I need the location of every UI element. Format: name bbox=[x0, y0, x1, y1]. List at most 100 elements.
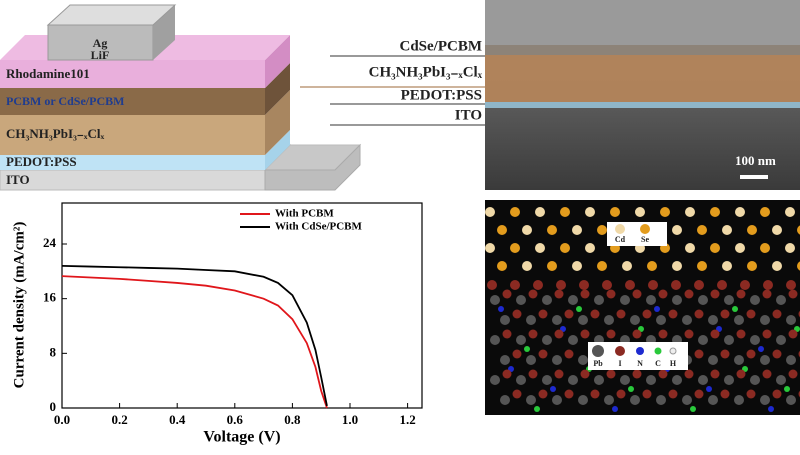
atom bbox=[695, 390, 704, 399]
atom bbox=[656, 395, 666, 405]
atom bbox=[708, 315, 718, 325]
atom bbox=[522, 225, 532, 235]
atom bbox=[671, 280, 681, 290]
atom bbox=[565, 350, 574, 359]
atom bbox=[498, 306, 504, 312]
atom bbox=[698, 375, 708, 385]
atom bbox=[552, 355, 562, 365]
atom bbox=[711, 330, 720, 339]
legend-label: With CdSe/PCBM bbox=[275, 221, 363, 233]
atom bbox=[773, 390, 782, 399]
atom bbox=[550, 386, 556, 392]
atom bbox=[633, 370, 642, 379]
atom bbox=[760, 243, 770, 253]
atom bbox=[747, 350, 756, 359]
atom bbox=[565, 310, 574, 319]
atom bbox=[610, 207, 620, 217]
atom bbox=[710, 207, 720, 217]
atom bbox=[724, 375, 734, 385]
atom bbox=[568, 295, 578, 305]
atom bbox=[556, 280, 566, 290]
atom bbox=[776, 295, 786, 305]
atom bbox=[510, 280, 520, 290]
y-tick-label: 8 bbox=[50, 344, 57, 359]
atom bbox=[552, 315, 562, 325]
atom bbox=[500, 315, 510, 325]
atom bbox=[682, 395, 692, 405]
legend-label: H bbox=[670, 359, 677, 368]
atom bbox=[572, 225, 582, 235]
atom bbox=[672, 375, 682, 385]
atom bbox=[630, 315, 640, 325]
atom bbox=[620, 295, 630, 305]
y-tick-label: 16 bbox=[43, 290, 57, 305]
atom bbox=[529, 370, 538, 379]
atom bbox=[539, 310, 548, 319]
y-axis-label: Current density (mA/cm²) bbox=[11, 222, 27, 389]
atom bbox=[659, 290, 668, 299]
atom bbox=[617, 310, 626, 319]
atom bbox=[698, 295, 708, 305]
atom bbox=[633, 290, 642, 299]
layer-label: LiF bbox=[91, 48, 110, 62]
atom bbox=[526, 395, 536, 405]
atom bbox=[737, 370, 746, 379]
sem-image: 100 nm CdSe/PCBM CH₃NH₃PbI₃₋ₓClₓ PEDOT:P… bbox=[300, 0, 800, 190]
legend-label: I bbox=[618, 359, 621, 368]
atom bbox=[597, 225, 607, 235]
atom bbox=[690, 406, 696, 412]
atom bbox=[760, 315, 770, 325]
atom bbox=[617, 390, 626, 399]
atom bbox=[565, 390, 574, 399]
atom bbox=[685, 207, 695, 217]
device-schematic: Ag LiF Rhodamine101 PCBM or CdSe/PCBM CH… bbox=[0, 5, 360, 190]
atom bbox=[669, 310, 678, 319]
atom bbox=[633, 330, 642, 339]
atom bbox=[740, 280, 750, 290]
series-line bbox=[62, 276, 327, 408]
atom bbox=[578, 315, 588, 325]
atom bbox=[773, 310, 782, 319]
x-axis-label: Voltage (V) bbox=[203, 429, 280, 446]
jv-chart: Voltage (V) Current density (mA/cm²) 0.0… bbox=[11, 203, 422, 446]
atom bbox=[628, 386, 634, 392]
atom bbox=[654, 306, 660, 312]
atom bbox=[643, 390, 652, 399]
atom bbox=[602, 280, 612, 290]
atom bbox=[711, 290, 720, 299]
sem-label: PEDOT:PSS bbox=[401, 87, 482, 103]
atom bbox=[516, 295, 526, 305]
x-tick-label: 0.2 bbox=[111, 412, 127, 427]
atom bbox=[685, 330, 694, 339]
atom bbox=[768, 406, 774, 412]
atom bbox=[660, 207, 670, 217]
atom bbox=[724, 295, 734, 305]
atom bbox=[695, 350, 704, 359]
atom bbox=[694, 280, 704, 290]
atom bbox=[721, 390, 730, 399]
atom bbox=[760, 355, 770, 365]
atom bbox=[542, 295, 552, 305]
atom bbox=[772, 261, 782, 271]
atom bbox=[585, 207, 595, 217]
atom bbox=[560, 243, 570, 253]
atom bbox=[490, 295, 500, 305]
atom bbox=[591, 390, 600, 399]
atom bbox=[585, 243, 595, 253]
atom bbox=[772, 225, 782, 235]
atom bbox=[607, 370, 616, 379]
layer-label: CH₃NH₃PbI₃₋ₓClₓ bbox=[6, 126, 105, 141]
atom bbox=[747, 261, 757, 271]
atom bbox=[760, 395, 770, 405]
atom bbox=[581, 330, 590, 339]
layer-label: ITO bbox=[6, 172, 30, 187]
atom bbox=[542, 375, 552, 385]
atom bbox=[597, 261, 607, 271]
plot-frame bbox=[62, 203, 422, 408]
atom bbox=[734, 355, 744, 365]
atom bbox=[535, 207, 545, 217]
x-tick-label: 1.2 bbox=[399, 412, 415, 427]
atom bbox=[724, 335, 734, 345]
atom bbox=[576, 306, 582, 312]
